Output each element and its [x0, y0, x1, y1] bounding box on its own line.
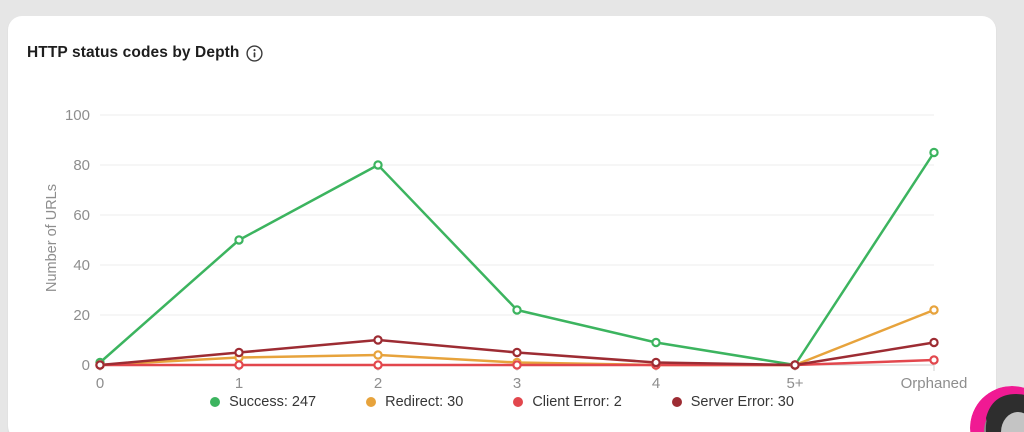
legend-label: Client Error: 2 — [532, 394, 622, 410]
chart-card: HTTP status codes by Depth 0 20 40 60 80 100 0… — [8, 16, 996, 432]
info-icon[interactable] — [246, 44, 264, 62]
x-tick-label-4: 4 — [652, 375, 660, 392]
legend-item-client-error[interactable]: Client Error: 2 — [513, 394, 622, 410]
y-axis-title: Number of URLs — [44, 184, 60, 292]
server-error-dot-icon — [671, 397, 682, 407]
point-redirect-Orphaned[interactable] — [929, 305, 939, 315]
y-tick-label-20: 20 — [73, 307, 90, 324]
point-server-error-4[interactable] — [651, 357, 661, 368]
point-client-error-Orphaned[interactable] — [929, 355, 939, 365]
y-tick-label-40: 40 — [73, 257, 90, 274]
point-success-4[interactable] — [651, 337, 661, 348]
x-tick-label-0: 0 — [96, 375, 104, 392]
legend-label: Server Error: 30 — [690, 394, 794, 410]
user-avatar[interactable] — [970, 386, 1024, 432]
point-server-error-2[interactable] — [373, 335, 383, 345]
point-success-3[interactable] — [512, 305, 522, 315]
legend-item-success[interactable]: Success: 247 — [210, 394, 316, 410]
y-tick-label-100: 100 — [65, 107, 90, 124]
success-dot-icon — [210, 397, 221, 407]
point-redirect-2[interactable] — [373, 350, 383, 360]
x-tick-label-2: 2 — [374, 375, 382, 392]
chart-title: HTTP status codes by Depth — [27, 44, 240, 61]
y-tick-label-80: 80 — [73, 157, 90, 174]
x-tick-label-1: 1 — [235, 375, 243, 392]
point-client-error-1[interactable] — [234, 360, 244, 370]
x-tick-label-5+: 5+ — [786, 375, 803, 392]
redirect-dot-icon — [366, 397, 377, 407]
legend-item-redirect[interactable]: Redirect: 30 — [366, 394, 463, 410]
legend-item-server-error[interactable]: Server Error: 30 — [671, 394, 794, 410]
avatar-photo — [984, 394, 1024, 432]
point-client-error-3[interactable] — [512, 360, 522, 370]
point-success-2[interactable] — [373, 160, 383, 170]
point-server-error-3[interactable] — [512, 347, 522, 358]
line-success — [98, 151, 936, 367]
point-server-error-0[interactable] — [95, 360, 105, 370]
point-client-error-2[interactable] — [373, 360, 383, 370]
client-error-dot-icon — [513, 397, 524, 407]
x-tick-label-3: 3 — [513, 375, 521, 392]
x-tick-label-Orphaned: Orphaned — [901, 375, 968, 392]
legend-label: Success: 247 — [229, 394, 317, 410]
chart-legend: Success: 247 Redirect: 30 Client Error: … — [8, 394, 996, 410]
point-server-error-1[interactable] — [234, 347, 244, 358]
point-server-error-Orphaned[interactable] — [929, 337, 939, 348]
card-header: HTTP status codes by Depth — [27, 44, 264, 62]
point-success-1[interactable] — [234, 235, 244, 245]
legend-label: Redirect: 30 — [385, 394, 464, 410]
point-server-error-5+[interactable] — [790, 360, 800, 370]
y-tick-label-0: 0 — [82, 357, 90, 374]
point-success-Orphaned[interactable] — [929, 147, 939, 158]
y-tick-label-60: 60 — [73, 207, 90, 224]
line-chart: 0 20 40 60 80 100 0 1 2 3 4 5+ Orphaned — [65, 107, 968, 392]
